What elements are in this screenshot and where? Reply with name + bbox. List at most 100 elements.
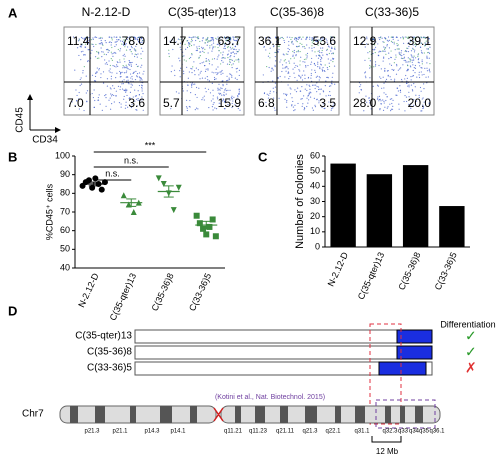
flow-dot — [406, 70, 408, 72]
flow-dot — [324, 64, 326, 66]
flow-dot — [222, 72, 224, 74]
flow-dot — [383, 87, 385, 89]
flow-dot — [409, 39, 411, 41]
flow-dot — [278, 45, 280, 47]
flow-dot — [102, 44, 104, 46]
flow-dot — [238, 74, 240, 77]
flow-dot — [316, 98, 318, 100]
flow-dot — [119, 86, 122, 88]
band-label: q36.1 — [429, 429, 445, 435]
flow-dot — [367, 52, 369, 54]
flow-dot — [187, 42, 190, 44]
flow-dot — [423, 101, 425, 103]
flow-dot — [306, 97, 308, 99]
flow-dot — [83, 66, 85, 68]
flow-dot — [204, 70, 207, 72]
flow-dot — [305, 54, 307, 56]
flow-dot — [288, 78, 290, 80]
flow-dot — [232, 48, 235, 50]
flow-dot — [232, 100, 234, 102]
flow-dot — [124, 107, 127, 109]
flow-dot — [189, 99, 191, 102]
flow-dot — [380, 77, 382, 79]
flow-dot — [197, 108, 199, 110]
band-label: q33 — [398, 429, 409, 435]
flow-dot — [96, 57, 99, 59]
flow-dot — [125, 64, 127, 66]
flow-dot — [215, 68, 217, 70]
flow-dot — [360, 84, 362, 86]
flow-dot — [87, 60, 89, 63]
flow-dot — [109, 97, 111, 99]
flow-dot — [127, 106, 129, 108]
flow-dot — [300, 98, 302, 100]
flow-dot — [369, 77, 371, 79]
flow-dot — [224, 89, 226, 91]
flow-dot — [314, 106, 317, 108]
flow-dot — [205, 57, 207, 60]
flow-dot — [296, 65, 299, 67]
flow-dot — [172, 48, 174, 51]
flow-dot — [224, 42, 226, 45]
flow-dot — [383, 100, 385, 102]
flow-dot — [142, 92, 144, 95]
flow-dot — [198, 45, 200, 47]
flow-dot — [425, 40, 427, 42]
flow-dot — [213, 102, 215, 104]
flow-dot — [223, 57, 225, 59]
quadrant-value: 78.0 — [122, 34, 146, 48]
flow-dot — [287, 68, 289, 70]
flow-dot — [175, 41, 177, 43]
flow-dot — [307, 99, 310, 101]
flow-dot — [369, 60, 371, 62]
panel-label: C — [258, 149, 268, 164]
flow-dot — [269, 47, 271, 49]
flow-dot — [302, 46, 304, 48]
flow-dot — [183, 70, 185, 72]
flow-dot — [130, 106, 133, 109]
flow-dot — [314, 104, 316, 106]
flow-dot — [313, 36, 316, 38]
flow-dot — [217, 72, 219, 74]
flow-dot — [385, 93, 387, 96]
flow-dot — [82, 69, 84, 72]
flow-dot — [118, 102, 121, 104]
flow-dot — [365, 43, 368, 45]
x-tick-label: C(35-qter)13 — [356, 251, 387, 301]
flow-dot — [419, 65, 421, 67]
flow-dot — [135, 38, 137, 40]
flow-dot — [412, 48, 414, 50]
flow-dot — [80, 45, 82, 47]
data-point — [170, 207, 177, 214]
flow-dot — [270, 70, 272, 72]
flow-dot — [91, 74, 94, 76]
flow-dot — [212, 37, 214, 39]
flow-dot — [123, 79, 125, 81]
flow-dot — [124, 44, 127, 46]
flow-dot — [321, 52, 323, 54]
flow-dot — [177, 98, 179, 100]
flow-dot — [408, 103, 410, 105]
flow-dot — [381, 50, 384, 52]
flow-dot — [211, 38, 213, 40]
band-label: q35 — [419, 429, 430, 435]
flow-dot — [180, 48, 182, 51]
flow-dot — [428, 98, 430, 100]
flow-dot — [407, 50, 410, 53]
flow-dot — [370, 66, 372, 68]
flow-dot — [229, 99, 231, 101]
diff-result: ✗ — [465, 360, 477, 376]
flow-box — [349, 26, 435, 116]
flow-dot — [115, 64, 118, 66]
flow-dot — [282, 37, 284, 40]
flow-dot — [391, 68, 393, 71]
flow-dot — [301, 74, 303, 76]
flow-dot — [134, 53, 136, 55]
flow-dot — [196, 49, 198, 52]
flow-dot — [393, 62, 395, 64]
flow-dot — [300, 77, 302, 79]
flow-dot — [329, 94, 331, 97]
flow-dot — [408, 45, 410, 48]
quadrant-value: 53.6 — [313, 34, 337, 48]
flow-dot — [221, 94, 223, 96]
